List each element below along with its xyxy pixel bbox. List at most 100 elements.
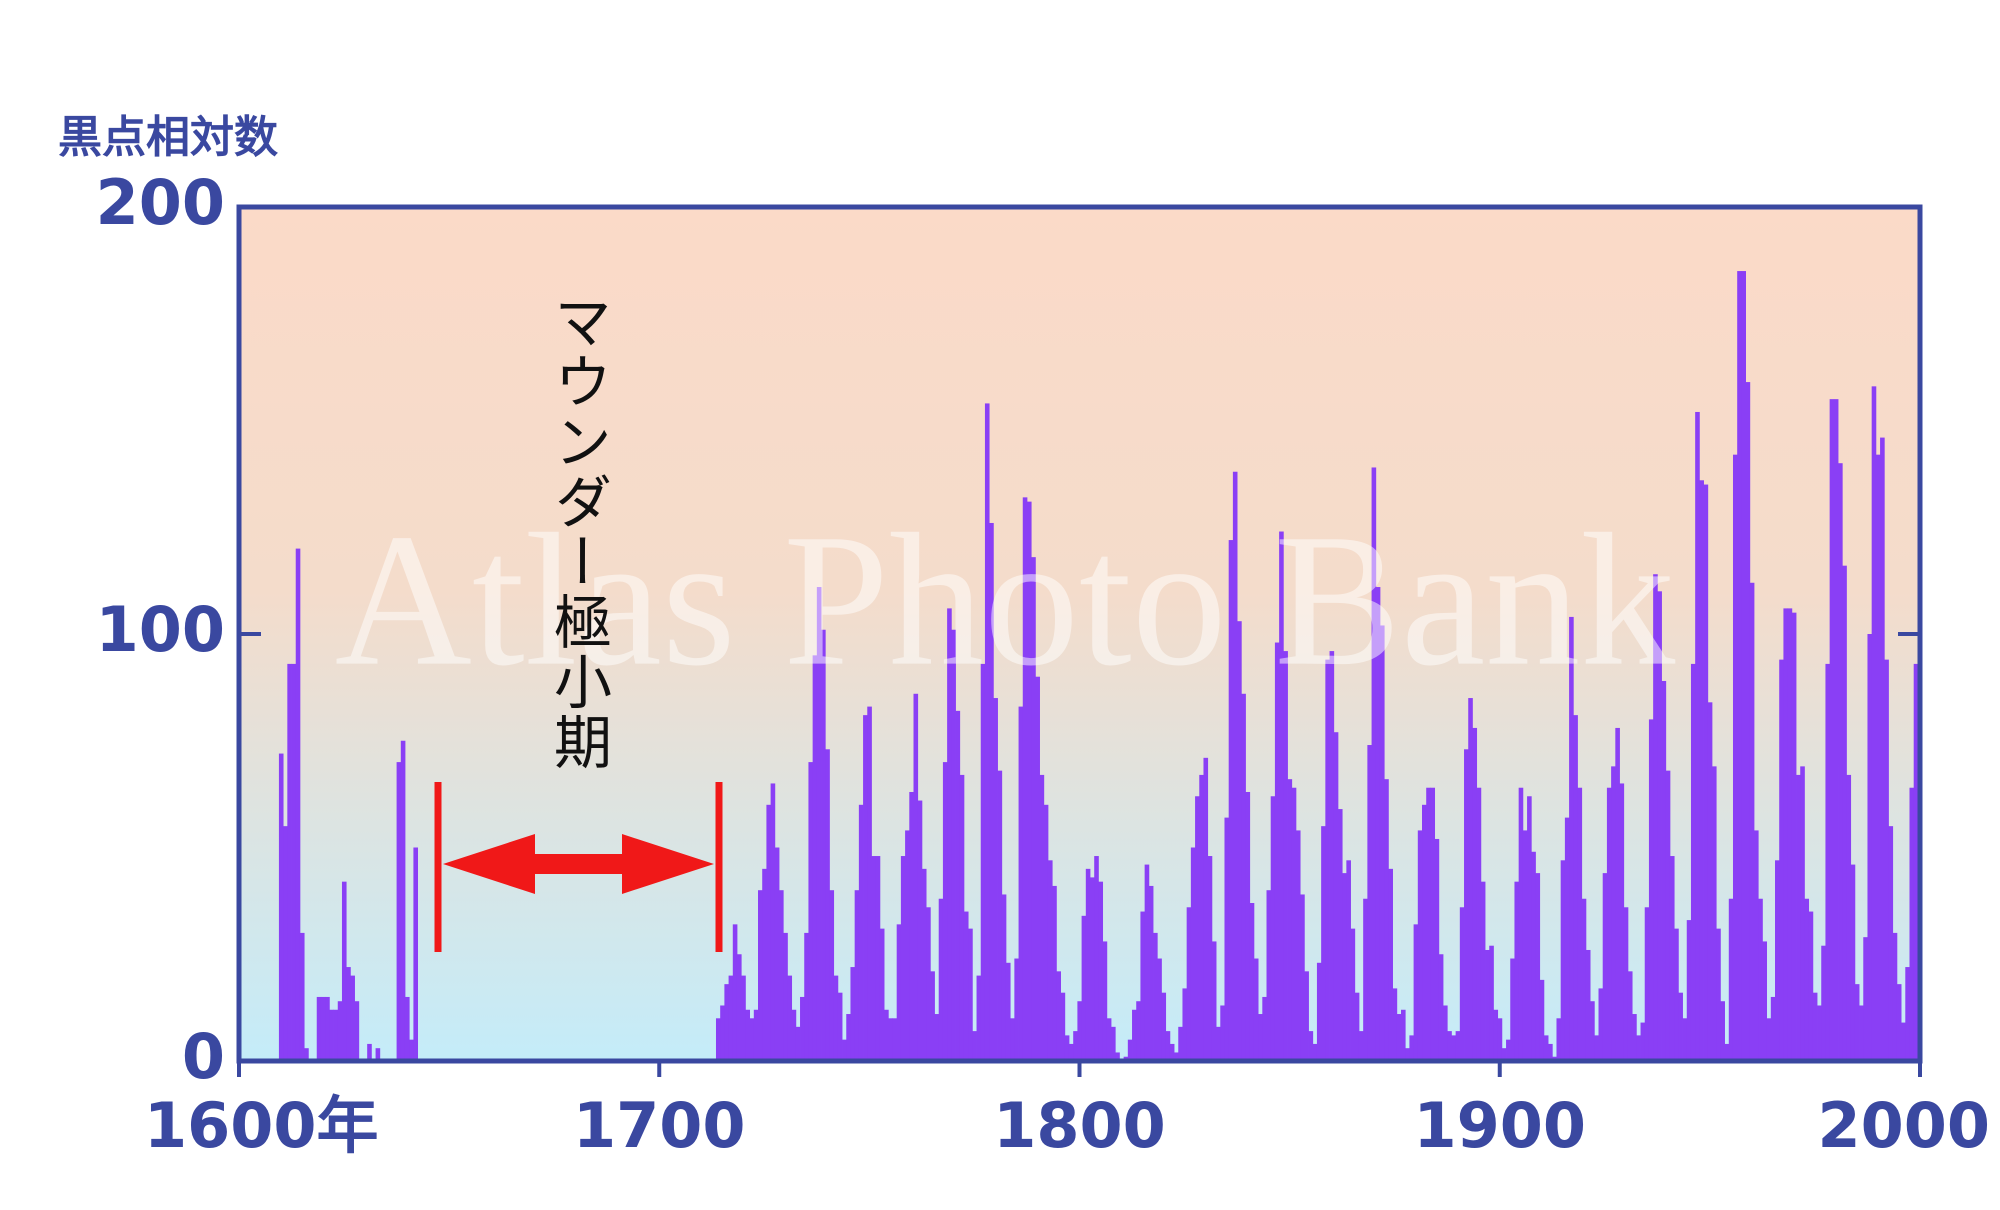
bar <box>1031 557 1036 1061</box>
bar <box>1022 497 1028 1061</box>
bar <box>858 804 864 1061</box>
bar <box>1098 881 1104 1061</box>
bar <box>774 847 780 1061</box>
bar <box>1052 885 1057 1061</box>
bar <box>980 663 986 1061</box>
bar <box>1333 732 1339 1061</box>
maunder-arrow <box>434 782 723 952</box>
bar <box>917 800 923 1061</box>
bar <box>1485 949 1490 1061</box>
bar <box>1770 996 1776 1061</box>
bar <box>1371 467 1377 1061</box>
bar <box>1224 817 1230 1061</box>
bar <box>955 710 961 1061</box>
bar <box>1106 1018 1112 1061</box>
bar <box>1468 698 1473 1061</box>
bar <box>800 996 805 1061</box>
bar <box>1892 932 1898 1061</box>
x-tick-label: 1800 <box>993 1089 1166 1162</box>
bar <box>1283 651 1288 1061</box>
bar <box>1758 898 1763 1061</box>
x-tick-label: 2000 <box>1817 1089 1990 1162</box>
bar <box>787 975 793 1061</box>
bar <box>1522 830 1528 1061</box>
bar <box>1426 787 1431 1061</box>
bar <box>968 928 973 1061</box>
bar <box>842 1039 847 1061</box>
bar <box>1682 1018 1688 1061</box>
bar <box>341 881 347 1061</box>
bar <box>1182 988 1188 1061</box>
bar <box>287 663 292 1061</box>
bar <box>1346 860 1351 1061</box>
bar <box>1266 890 1272 1061</box>
bar <box>1384 779 1389 1061</box>
bars <box>278 271 1920 1061</box>
bar <box>1695 411 1700 1061</box>
bar <box>1165 1031 1171 1061</box>
bar <box>963 911 969 1061</box>
bar <box>1316 962 1322 1061</box>
bar <box>1409 1035 1414 1061</box>
bar <box>972 1031 977 1061</box>
bar <box>1464 749 1469 1061</box>
bar <box>804 932 809 1061</box>
bar <box>1068 1043 1074 1061</box>
bar <box>732 924 738 1061</box>
bar <box>1648 719 1654 1061</box>
bar <box>1606 787 1612 1061</box>
bar <box>934 1014 940 1061</box>
bar <box>1854 984 1860 1061</box>
bar <box>1232 471 1238 1061</box>
y-tick-label: 100 <box>96 593 225 666</box>
bar <box>1716 928 1721 1061</box>
bar <box>758 890 763 1061</box>
bar <box>783 932 788 1061</box>
bar <box>1581 898 1587 1061</box>
bar <box>863 715 868 1061</box>
bar <box>1047 860 1053 1061</box>
bar <box>1443 1005 1448 1061</box>
bar <box>720 1005 725 1061</box>
bar <box>989 522 994 1061</box>
bar <box>1884 659 1889 1061</box>
bar <box>766 804 772 1061</box>
bar <box>930 971 935 1061</box>
bar <box>1611 766 1616 1061</box>
bar <box>1741 271 1746 1061</box>
bar <box>1039 774 1045 1061</box>
bar <box>1010 1018 1015 1061</box>
bar <box>1556 1018 1562 1061</box>
bar <box>1548 1043 1553 1061</box>
bar <box>1871 386 1877 1061</box>
bar <box>404 996 410 1061</box>
bar <box>1111 1026 1116 1061</box>
bar <box>1745 382 1751 1061</box>
bar <box>1754 830 1759 1061</box>
bar <box>1161 992 1167 1061</box>
bar <box>1724 1043 1730 1061</box>
bar <box>375 1048 381 1061</box>
bar <box>1535 873 1541 1061</box>
bar <box>346 967 351 1061</box>
bar <box>1615 727 1620 1061</box>
bar <box>1434 838 1440 1061</box>
bar <box>1203 757 1209 1061</box>
bar <box>1337 809 1343 1061</box>
bar <box>1413 924 1419 1061</box>
bar <box>1796 774 1801 1061</box>
bar <box>905 830 910 1061</box>
bar <box>1888 826 1894 1061</box>
bar <box>333 1009 339 1061</box>
bar <box>753 1009 759 1061</box>
bar <box>1476 787 1482 1061</box>
bar <box>1661 680 1667 1061</box>
bar <box>1153 932 1158 1061</box>
bar <box>724 984 729 1061</box>
bar <box>976 975 982 1061</box>
bar <box>1064 1035 1070 1061</box>
bar <box>1842 565 1847 1061</box>
bar <box>1094 856 1099 1061</box>
bar <box>1875 454 1881 1061</box>
bar <box>1258 1014 1263 1061</box>
